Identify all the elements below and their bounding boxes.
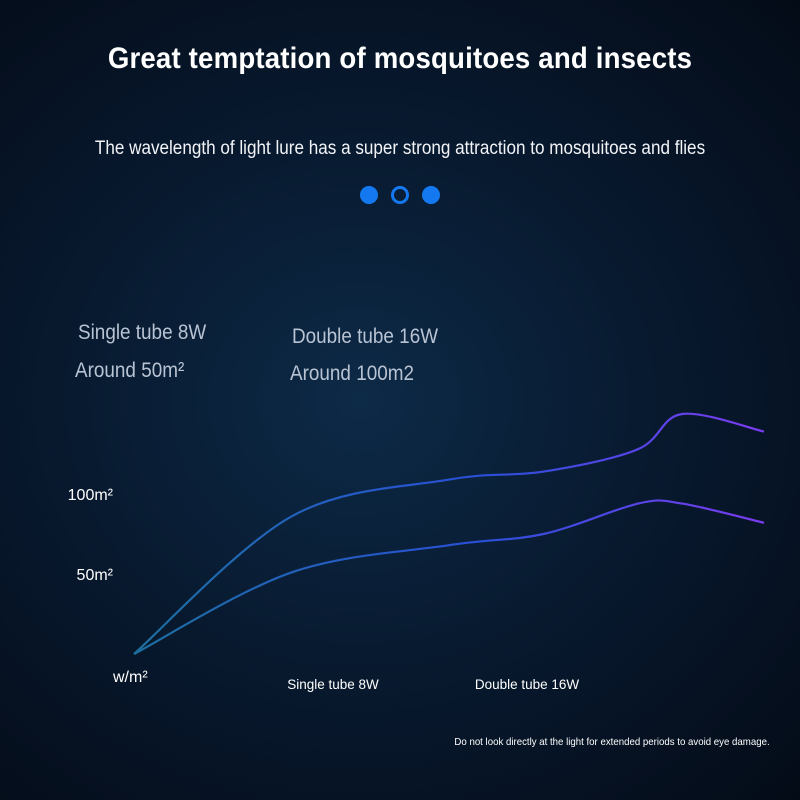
x-tick-label: Single tube 8W [287,677,379,692]
page-subtitle: The wavelength of light lure has a super… [94,138,706,159]
y-tick-label: 50m² [77,567,114,584]
slide-indicator[interactable] [0,186,800,204]
y-tick-label: 100m² [68,487,114,504]
warning-note: Do not look directly at the light for ex… [454,736,770,748]
single-tube-label: Single tube 8W [78,321,207,344]
single-tube-area: Around 50m² [75,359,185,382]
slide-dot-3[interactable] [422,186,440,204]
double-tube-label: Double tube 16W [292,325,439,348]
slide-dot-2[interactable] [391,186,409,204]
double-tube-area: Around 100m2 [290,362,414,385]
slide-dot-1[interactable] [360,186,378,204]
x-tick-label: Double tube 16W [475,677,580,692]
page-title: Great temptation of mosquitoes and insec… [107,42,693,75]
series-1-line [133,412,765,655]
y-axis-unit-label: w/m² [112,669,148,686]
series-2-line [133,499,765,655]
